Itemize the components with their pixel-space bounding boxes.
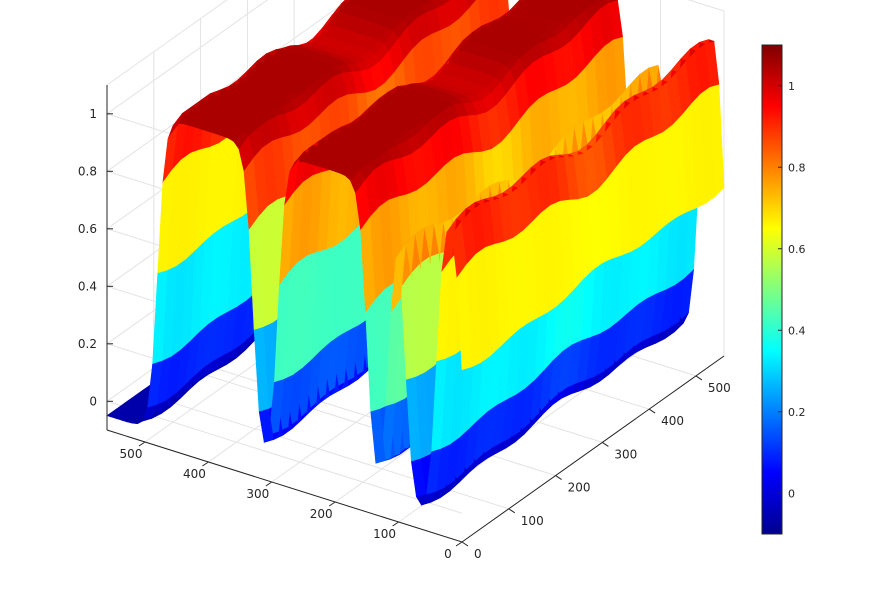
y-tick-label: 500 — [708, 381, 731, 395]
surface-patch — [466, 0, 476, 10]
colorbar-tick-label: 0.4 — [788, 324, 806, 337]
y-tick-label: 400 — [661, 414, 684, 428]
colorbar-tick-label: 0.8 — [788, 161, 806, 174]
x-tick-label: 0 — [444, 547, 452, 561]
x-tick-label: 400 — [183, 467, 206, 481]
y-tick-label: 300 — [614, 447, 637, 461]
axes-frame — [106, 85, 725, 547]
colorbar-gradient — [761, 44, 783, 535]
y-tick-mark — [602, 441, 609, 447]
surface — [106, 0, 725, 506]
surface-patch — [441, 0, 451, 5]
x-tick-label: 500 — [120, 447, 143, 461]
colorbar-tick-label: 0.6 — [788, 243, 806, 256]
colorbar-tick-label: 0 — [788, 487, 795, 500]
y-tick-label: 100 — [521, 514, 544, 528]
z-tick-label: 0 — [89, 394, 97, 408]
z-tick-label: 0.8 — [78, 164, 97, 178]
x-tick-mark — [265, 481, 273, 487]
grid-top-edge — [106, 0, 725, 86]
tick-labels: 0 100 200 300 400 500 0 100 200 300 400 500 0 0.2 0.4 0… — [78, 107, 731, 561]
y-tick-label: 0 — [474, 547, 482, 561]
x-tick-mark — [455, 541, 463, 547]
x-tick-mark — [202, 461, 209, 467]
x-tick-mark — [138, 441, 146, 447]
y-tick-mark — [461, 541, 469, 547]
y-tick-mark — [648, 408, 656, 414]
z-tick-label: 1 — [89, 107, 97, 121]
colorbar-tick-label: 1 — [788, 80, 795, 93]
surface-patch — [106, 408, 123, 418]
x-tick-mark — [392, 521, 399, 527]
x-tick-label: 300 — [246, 487, 269, 501]
x-tick-label: 100 — [373, 527, 396, 541]
colorbar: 0 0.2 0.4 0.6 0.8 1 — [761, 44, 806, 535]
y-tick-mark — [508, 508, 516, 514]
x-tick-mark — [328, 501, 336, 507]
y-tick-mark — [555, 475, 562, 481]
colorbar-tick-label: 0.2 — [788, 406, 806, 419]
x-tick-label: 200 — [310, 507, 333, 521]
z-tick-label: 0.4 — [78, 279, 97, 293]
z-tick-label: 0.2 — [78, 337, 97, 351]
y-tick-label: 200 — [568, 481, 591, 495]
z-tick-label: 0.6 — [78, 222, 97, 236]
surface-patch — [605, 0, 618, 4]
y-tick-mark — [695, 375, 703, 381]
